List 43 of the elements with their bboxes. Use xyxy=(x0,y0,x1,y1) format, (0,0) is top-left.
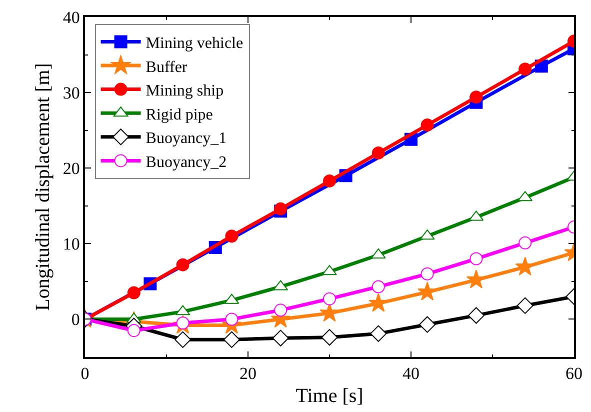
point xyxy=(468,307,484,324)
point xyxy=(323,292,336,306)
x-tick-label: 60 xyxy=(566,364,582,384)
point xyxy=(225,312,238,326)
y-axis-title: Longitudinal displacement [m] xyxy=(32,63,54,311)
point xyxy=(274,304,288,317)
x-tick-label: 20 xyxy=(240,364,256,384)
y-tick-label: 30 xyxy=(62,84,80,103)
y-tick-label: 10 xyxy=(62,234,80,254)
legend-label: Mining vehicle xyxy=(146,34,244,52)
legend-label: Buoyancy_2 xyxy=(146,154,227,171)
point xyxy=(274,202,288,216)
legend-label: Mining ship xyxy=(146,82,224,100)
point xyxy=(174,331,192,348)
point xyxy=(323,174,336,188)
point xyxy=(419,316,436,333)
point xyxy=(127,324,140,338)
x-axis-title: Time [s] xyxy=(296,385,364,408)
point xyxy=(223,331,240,348)
point xyxy=(176,258,190,272)
point xyxy=(470,252,483,266)
point xyxy=(321,329,338,346)
point xyxy=(518,236,532,250)
legend-label: Buffer xyxy=(146,58,188,76)
point xyxy=(518,62,532,76)
point xyxy=(420,267,434,280)
point xyxy=(272,330,289,346)
point xyxy=(322,265,337,276)
point xyxy=(127,286,140,300)
point xyxy=(372,280,385,294)
y-tick-label: 0 xyxy=(71,310,80,330)
point xyxy=(370,325,387,342)
legend-label: Rigid pipe xyxy=(146,106,213,124)
point xyxy=(225,230,238,243)
x-tick-label: 40 xyxy=(402,364,420,384)
point xyxy=(516,297,534,314)
point xyxy=(372,146,385,160)
point xyxy=(368,293,388,312)
legend-label: Buoyancy_1 xyxy=(146,130,227,148)
point xyxy=(420,118,434,132)
point xyxy=(470,90,483,104)
y-tick-label: 20 xyxy=(62,159,80,178)
y-tick-label: 40 xyxy=(62,8,80,27)
